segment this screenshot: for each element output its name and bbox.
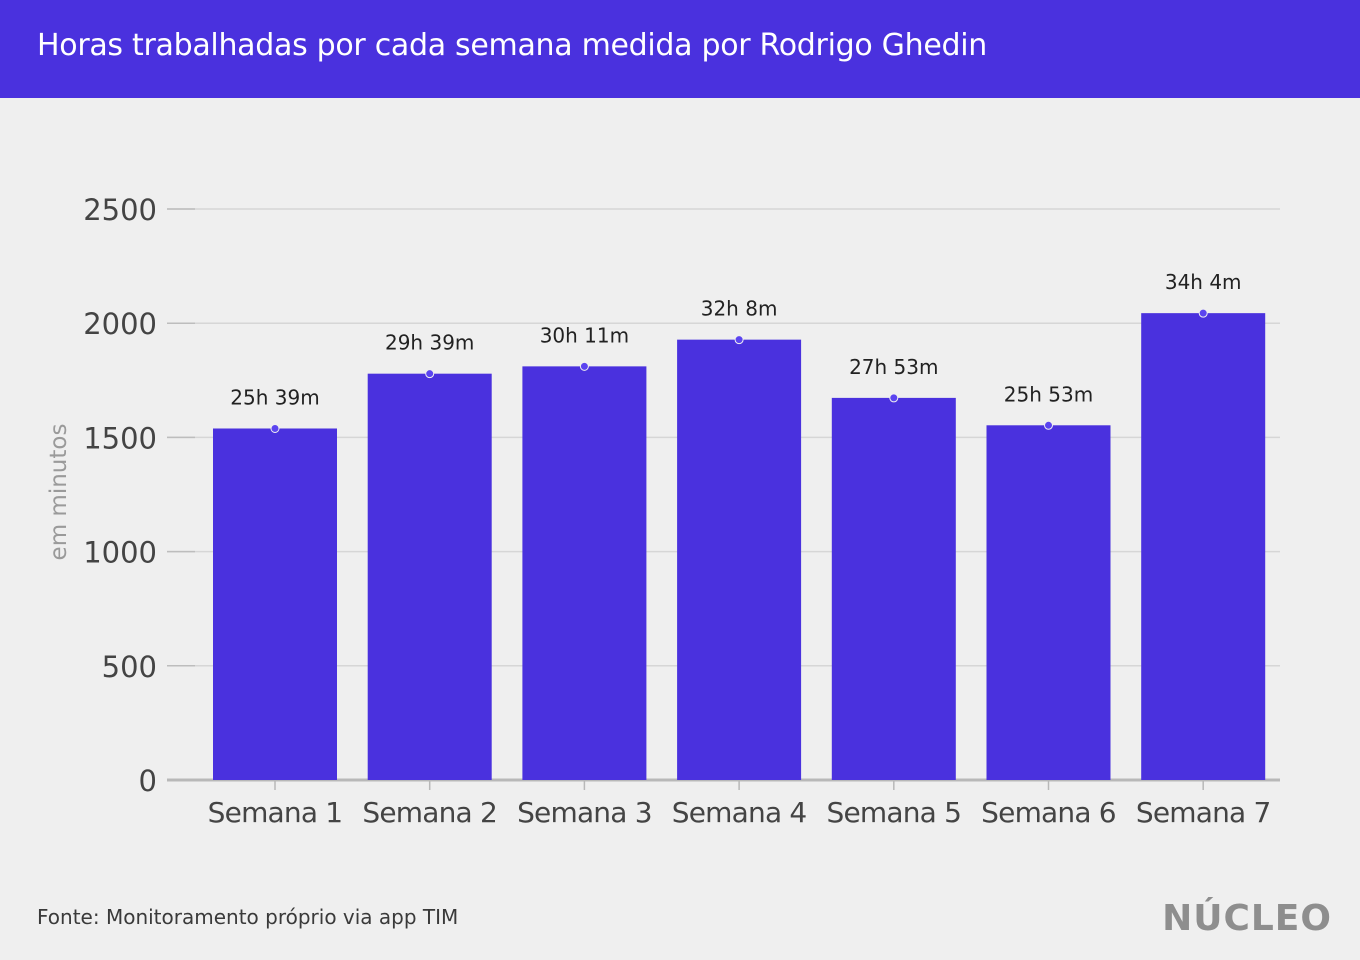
bars-layer — [213, 308, 1266, 780]
bar-point — [1198, 308, 1208, 318]
x-tick-label: Semana 1 — [208, 796, 343, 829]
bar-point — [270, 423, 280, 433]
header-bar: Horas trabalhadas por cada semana medida… — [0, 0, 1360, 98]
data-label: 34h 4m — [1165, 270, 1242, 294]
y-tick-label: 2000 — [83, 307, 157, 341]
x-tick-label: Semana 6 — [981, 796, 1116, 829]
bar-point — [579, 361, 589, 371]
data-label: 29h 39m — [385, 331, 474, 355]
data-label: 25h 39m — [230, 385, 319, 409]
source-note: Fonte: Monitoramento próprio via app TIM — [37, 905, 459, 929]
data-label: 30h 11m — [540, 323, 629, 347]
data-label: 32h 8m — [701, 297, 778, 321]
chart-title: Horas trabalhadas por cada semana medida… — [37, 28, 987, 63]
labels-layer: 0 500 1000 1500 2000 2500 25h 39m Semana 1 29h 3… — [83, 193, 1271, 829]
x-tick-label: Semana 2 — [362, 796, 497, 829]
bar — [213, 428, 337, 780]
data-label: 27h 53m — [849, 355, 938, 379]
bar — [1141, 313, 1266, 780]
bar — [831, 397, 956, 780]
y-tick-label: 2500 — [83, 193, 157, 227]
x-tick-label: Semana 3 — [517, 796, 652, 829]
bar — [677, 339, 802, 780]
bar — [986, 425, 1111, 780]
bar-point — [889, 393, 899, 403]
nucleo-logo: NÚCLEO — [1162, 898, 1332, 939]
y-tick-label: 500 — [102, 650, 157, 684]
bar-point — [1044, 420, 1053, 430]
data-label: 25h 53m — [1004, 382, 1093, 406]
y-axis-label: em minutos — [46, 424, 72, 561]
x-tick-label: Semana 4 — [672, 796, 807, 829]
y-tick-label: 1500 — [83, 421, 157, 455]
bar — [522, 366, 647, 780]
y-tick-label: 1000 — [83, 536, 157, 570]
y-tick-label: 0 — [139, 764, 157, 798]
bar-point — [734, 335, 744, 345]
x-tick-label: Semana 5 — [826, 796, 961, 829]
bar-point — [425, 369, 435, 379]
bar — [367, 373, 492, 780]
x-tick-label: Semana 7 — [1136, 796, 1271, 829]
